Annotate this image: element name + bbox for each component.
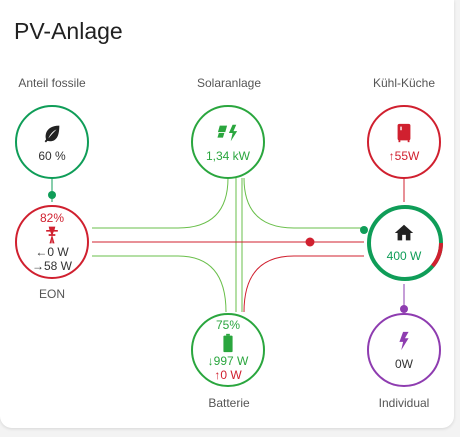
home-value: 400 W bbox=[386, 248, 422, 263]
card-title: PV-Anlage bbox=[14, 18, 123, 44]
battery-label: Batterie bbox=[208, 396, 250, 410]
grid-battery-curve bbox=[92, 255, 227, 313]
solar-label: Solaranlage bbox=[196, 76, 262, 90]
kitchen-label: Kühl-Küche bbox=[372, 76, 436, 90]
lightning-icon bbox=[399, 331, 409, 350]
solar-home-curve bbox=[243, 177, 364, 229]
home-ring bbox=[367, 205, 443, 281]
fridge-icon bbox=[397, 123, 411, 142]
transmission-tower-icon bbox=[46, 226, 58, 244]
fossil-value: 60 % bbox=[38, 148, 66, 163]
battery-charge: ↓997 W bbox=[207, 354, 249, 368]
grid-node[interactable]: 82% ←0 W →58 W bbox=[15, 205, 89, 279]
fossil-flow-dot bbox=[48, 191, 56, 199]
grid-import: ←0 W bbox=[35, 245, 69, 259]
kitchen-value: ↑55W bbox=[388, 148, 420, 163]
grid-export: →58 W bbox=[31, 259, 72, 273]
individual-label: Individual bbox=[378, 396, 430, 410]
grid-label: EON bbox=[38, 287, 65, 301]
battery-node[interactable]: 75% ↓997 W ↑0 W bbox=[191, 313, 265, 387]
fossil-node[interactable]: 60 % bbox=[15, 105, 89, 179]
solar-panel-icon bbox=[217, 124, 238, 141]
battery-percent: 75% bbox=[215, 318, 241, 332]
leaf-icon bbox=[44, 125, 60, 143]
battery-icon bbox=[223, 333, 233, 353]
energy-card: PV-Anlage Anteil fossile 60 % Solaranlag… bbox=[0, 0, 454, 428]
home-icon bbox=[394, 224, 414, 240]
solar-node[interactable]: 1,34 kW bbox=[191, 105, 265, 179]
individual-flow-dot bbox=[400, 305, 408, 313]
individual-node[interactable]: 0W bbox=[367, 313, 441, 387]
grid-flow-dot bbox=[305, 237, 315, 247]
solar-grid-curve bbox=[92, 177, 229, 229]
solar-value: 1,34 kW bbox=[205, 148, 250, 163]
home-node[interactable]: 400 W bbox=[367, 205, 443, 281]
solar-flow-dot bbox=[360, 226, 368, 234]
battery-home-curve bbox=[243, 255, 364, 313]
fossil-label: Anteil fossile bbox=[18, 76, 86, 90]
individual-value: 0W bbox=[395, 356, 413, 371]
kitchen-node[interactable]: ↑55W bbox=[367, 105, 441, 179]
grid-percent: 82% bbox=[39, 211, 65, 225]
battery-discharge: ↑0 W bbox=[214, 368, 242, 382]
